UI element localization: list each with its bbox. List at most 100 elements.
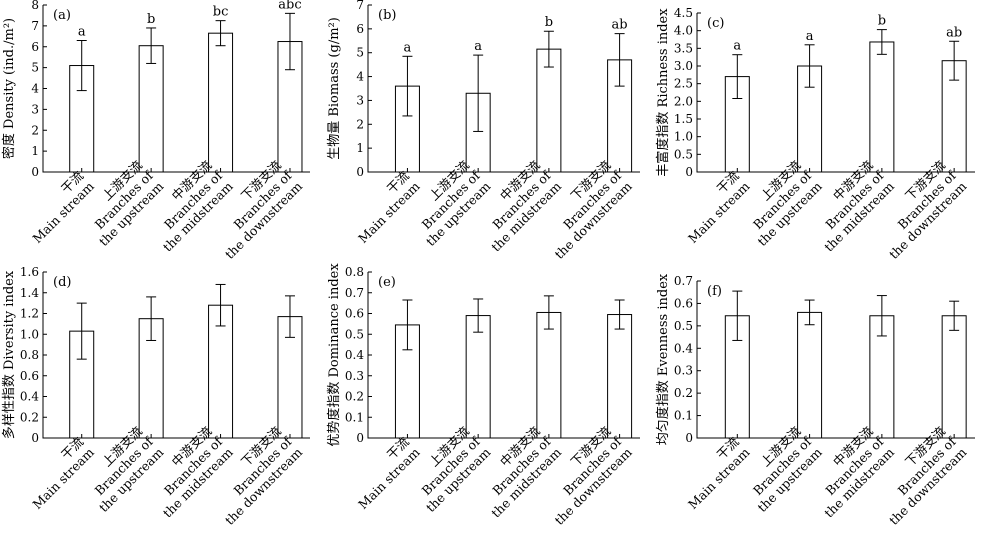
- y-tick-label: 0.7: [345, 286, 364, 300]
- y-axis-label: 多样性指数 Diversity index: [1, 270, 17, 439]
- bar: [869, 41, 895, 173]
- y-tick-label: 2.5: [674, 77, 693, 91]
- y-tick-label: 0.5: [345, 327, 364, 341]
- y-tick-label: 0: [356, 431, 364, 445]
- y-tick-label: 0: [31, 431, 39, 445]
- y-axis-label: 密度 Density (ind./m²): [1, 18, 17, 159]
- significance-label: a: [474, 39, 482, 54]
- y-tick-label: 0.1: [674, 409, 693, 423]
- y-tick-label: 1.4: [20, 286, 39, 300]
- panel-a: 0 1 2 3 4 5 6 7 8 (a) 密度 Density (ind./m²) a 干流Main …: [1, 0, 310, 262]
- bar: [797, 311, 823, 439]
- significance-label: b: [545, 15, 553, 30]
- significance-label: a: [733, 39, 741, 54]
- panel-f: 0 0.1 0.2 0.3 0.4 0.5 0.6 0.7 (f) 均匀度指数 Evenness …: [655, 273, 975, 528]
- significance-label: bc: [213, 5, 229, 20]
- y-axis-label: 优势度指数 Dominance index: [326, 263, 342, 447]
- significance-label: a: [806, 29, 814, 44]
- significance-label: a: [78, 24, 86, 39]
- panel-label: (f): [707, 284, 722, 299]
- y-tick-label: 3: [31, 102, 39, 116]
- panel-label: (e): [378, 275, 396, 290]
- panel-label: (b): [378, 8, 396, 23]
- y-tick-label: 0: [685, 165, 693, 179]
- y-tick-label: 0.6: [20, 369, 39, 383]
- y-tick-label: 7: [356, 0, 364, 12]
- y-tick-label: 6: [356, 22, 364, 36]
- y-tick-label: 0: [685, 431, 693, 445]
- y-tick-label: 0.2: [674, 386, 693, 400]
- y-tick-label: 0.1: [345, 410, 364, 424]
- y-tick-label: 2: [31, 123, 39, 137]
- panel-label: (c): [707, 16, 724, 31]
- panel-d: 0 0.2 0.4 0.6 0.8 1.0 1.2 1.4 1.6 (d) 多样性指数 Divers…: [1, 265, 310, 528]
- y-tick-label: 0.7: [674, 274, 693, 288]
- y-tick-label: 1: [356, 141, 364, 155]
- bar: [208, 32, 234, 173]
- y-tick-label: 0.5: [674, 319, 693, 333]
- y-tick-label: 5: [31, 61, 39, 75]
- y-tick-label: 0: [31, 165, 39, 179]
- y-tick-label: 2: [356, 117, 364, 131]
- y-tick-label: 6: [31, 40, 39, 54]
- y-axis-label: 均匀度指数 Evenness index: [655, 273, 671, 445]
- panel-c: 0 0.5 1.0 1.5 2.0 2.5 3.0 3.5 4.0 4.5 (c) 丰富度指数 Ric…: [655, 6, 975, 262]
- y-tick-label: 5: [356, 46, 364, 60]
- y-tick-label: 4: [356, 70, 364, 84]
- significance-label: abc: [278, 0, 301, 12]
- bar: [208, 304, 234, 439]
- y-tick-label: 1.5: [674, 112, 693, 126]
- y-tick-label: 1.6: [20, 265, 39, 279]
- y-tick-label: 0.6: [345, 307, 364, 321]
- significance-label: ab: [612, 18, 628, 33]
- y-tick-label: 0.8: [345, 265, 364, 279]
- y-tick-label: 3: [356, 93, 364, 107]
- significance-label: ab: [946, 25, 962, 40]
- y-tick-label: 8: [31, 0, 39, 12]
- panel-e: 0 0.1 0.2 0.3 0.4 0.5 0.6 0.7 0.8 (e) 优势度指数 Domina…: [326, 263, 640, 528]
- bar: [536, 48, 562, 173]
- significance-label: a: [404, 40, 412, 55]
- y-tick-label: 1.0: [674, 130, 693, 144]
- y-axis-label: 丰富度指数 Richness index: [655, 8, 671, 177]
- y-tick-label: 0.4: [20, 390, 39, 404]
- y-tick-label: 0: [356, 165, 364, 179]
- y-tick-label: 0.4: [674, 341, 693, 355]
- panel-label: (a): [53, 8, 71, 23]
- y-axis-label: 生物量 Biomass (g/m²): [327, 17, 342, 160]
- bar: [138, 45, 164, 173]
- y-tick-label: 0.5: [674, 147, 693, 161]
- bar: [941, 315, 967, 439]
- significance-label: b: [878, 14, 886, 29]
- y-tick-label: 3.0: [674, 59, 693, 73]
- y-tick-label: 0.4: [345, 348, 364, 362]
- y-tick-label: 4.5: [674, 6, 693, 20]
- y-tick-label: 0.3: [345, 369, 364, 383]
- significance-label: b: [147, 12, 155, 27]
- bar: [607, 314, 633, 439]
- y-tick-label: 1.0: [20, 327, 39, 341]
- y-tick-label: 0.2: [345, 390, 364, 404]
- y-tick-label: 0.6: [674, 296, 693, 310]
- bar: [465, 315, 491, 439]
- y-tick-label: 1: [31, 144, 39, 158]
- panel-label: (d): [53, 275, 71, 290]
- y-tick-label: 4.0: [674, 24, 693, 38]
- y-tick-label: 1.2: [20, 307, 39, 321]
- bar: [536, 311, 562, 439]
- y-tick-label: 0.2: [20, 410, 39, 424]
- y-tick-label: 7: [31, 19, 39, 33]
- y-tick-label: 4: [31, 82, 39, 96]
- y-tick-label: 0.8: [20, 348, 39, 362]
- y-tick-label: 2.0: [674, 94, 693, 108]
- y-tick-label: 3.5: [674, 41, 693, 55]
- y-tick-label: 0.3: [674, 364, 693, 378]
